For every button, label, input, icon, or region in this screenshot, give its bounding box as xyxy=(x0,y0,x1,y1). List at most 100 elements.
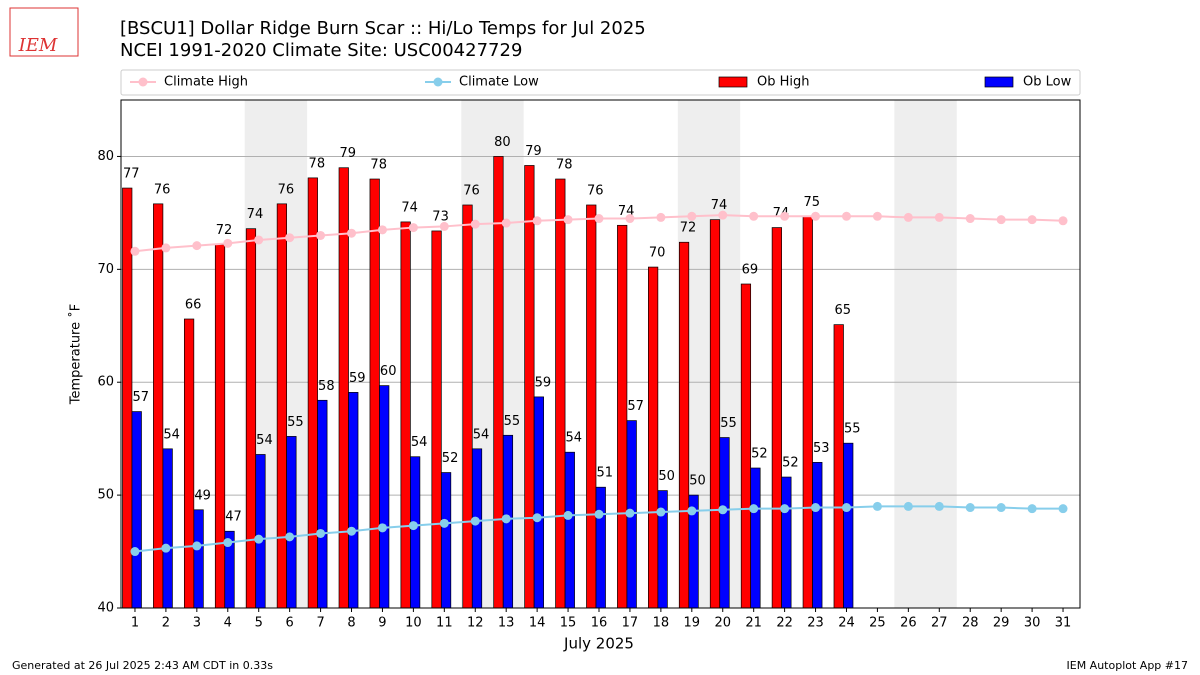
bar xyxy=(162,448,173,609)
data-label: 54 xyxy=(566,431,583,446)
legend-label: Ob High xyxy=(757,75,810,90)
x-tick-label: 29 xyxy=(993,616,1010,631)
chart-subtitle: NCEI 1991-2020 Climate Site: USC00427729 xyxy=(120,40,522,61)
logo-text: IEM xyxy=(18,35,58,56)
x-tick-label: 10 xyxy=(405,616,422,631)
bar xyxy=(348,392,359,609)
x-tick-label: 30 xyxy=(1024,616,1041,631)
marker xyxy=(377,523,387,533)
bar xyxy=(183,318,195,609)
data-label: 52 xyxy=(782,456,799,471)
marker xyxy=(439,518,449,528)
x-tick-label: 5 xyxy=(255,616,263,631)
marker xyxy=(223,538,233,548)
logo xyxy=(9,7,79,57)
data-label: 51 xyxy=(596,466,613,481)
data-label: 78 xyxy=(309,156,326,171)
data-label: 75 xyxy=(804,195,821,210)
data-label: 50 xyxy=(689,474,706,489)
data-label: 49 xyxy=(194,488,211,503)
data-label: 66 xyxy=(185,298,202,313)
marker xyxy=(316,528,326,538)
bar xyxy=(369,178,380,609)
weekend-shade xyxy=(925,100,957,608)
bar xyxy=(410,456,421,609)
marker xyxy=(470,516,480,526)
legend-label: Climate Low xyxy=(459,75,539,90)
marker xyxy=(872,501,882,511)
marker xyxy=(408,521,418,531)
marker xyxy=(718,210,728,220)
bar xyxy=(833,324,844,609)
x-tick-label: 16 xyxy=(591,616,608,631)
marker xyxy=(934,212,944,222)
legend-label: Ob Low xyxy=(1023,75,1072,90)
data-label: 54 xyxy=(473,427,490,442)
bar xyxy=(307,177,318,609)
data-label: 78 xyxy=(370,158,387,173)
marker xyxy=(965,214,975,224)
data-label: 53 xyxy=(813,441,830,456)
x-tick-label: 23 xyxy=(807,616,824,631)
x-tick-label: 1 xyxy=(131,616,139,631)
x-tick-label: 14 xyxy=(529,616,546,631)
plot-frame xyxy=(120,99,1081,609)
bar xyxy=(586,204,597,609)
x-tick-label: 31 xyxy=(1055,616,1072,631)
x-tick-label: 24 xyxy=(838,616,855,631)
data-label: 76 xyxy=(463,183,480,198)
marker xyxy=(532,216,542,226)
data-label: 77 xyxy=(123,167,140,182)
footer-left: Generated at 26 Jul 2025 2:43 AM CDT in … xyxy=(12,659,273,672)
marker xyxy=(625,508,635,518)
bar xyxy=(245,228,257,609)
marker xyxy=(439,221,449,231)
data-label: 76 xyxy=(278,182,295,197)
marker xyxy=(408,223,418,233)
data-label: 80 xyxy=(494,135,511,150)
data-label: 69 xyxy=(742,263,759,278)
x-tick-label: 19 xyxy=(684,616,701,631)
marker xyxy=(749,504,759,514)
y-tick-label: 60 xyxy=(97,375,114,390)
marker xyxy=(656,507,666,517)
bar xyxy=(379,385,390,609)
marker xyxy=(501,514,511,524)
marker xyxy=(563,510,573,520)
data-label: 47 xyxy=(225,510,242,525)
bar xyxy=(740,283,752,609)
data-label: 55 xyxy=(504,414,521,429)
bar xyxy=(214,244,226,609)
bar xyxy=(317,399,328,609)
bar xyxy=(400,221,411,609)
marker xyxy=(161,543,171,553)
data-label: 73 xyxy=(432,209,449,224)
data-label: 57 xyxy=(132,390,149,405)
marker xyxy=(223,238,233,248)
x-tick-label: 27 xyxy=(931,616,948,631)
bar xyxy=(843,442,854,609)
marker xyxy=(594,214,604,224)
x-tick-label: 9 xyxy=(378,616,386,631)
bar xyxy=(781,476,792,609)
bar xyxy=(431,230,442,609)
data-label: 74 xyxy=(711,198,728,213)
marker xyxy=(316,230,326,240)
marker xyxy=(563,215,573,225)
data-label: 59 xyxy=(349,371,366,386)
data-label: 52 xyxy=(442,451,459,466)
bar xyxy=(617,224,628,609)
data-label: 50 xyxy=(658,469,675,484)
marker xyxy=(996,215,1006,225)
data-label: 58 xyxy=(318,379,335,394)
bar xyxy=(555,178,566,609)
bar xyxy=(193,509,204,609)
x-tick-label: 26 xyxy=(900,616,917,631)
data-label: 55 xyxy=(287,415,304,430)
data-label: 74 xyxy=(401,200,418,215)
bar xyxy=(255,454,266,609)
marker xyxy=(470,219,480,229)
x-tick-label: 22 xyxy=(776,616,793,631)
legend xyxy=(120,69,1081,96)
data-label: 74 xyxy=(247,207,264,222)
